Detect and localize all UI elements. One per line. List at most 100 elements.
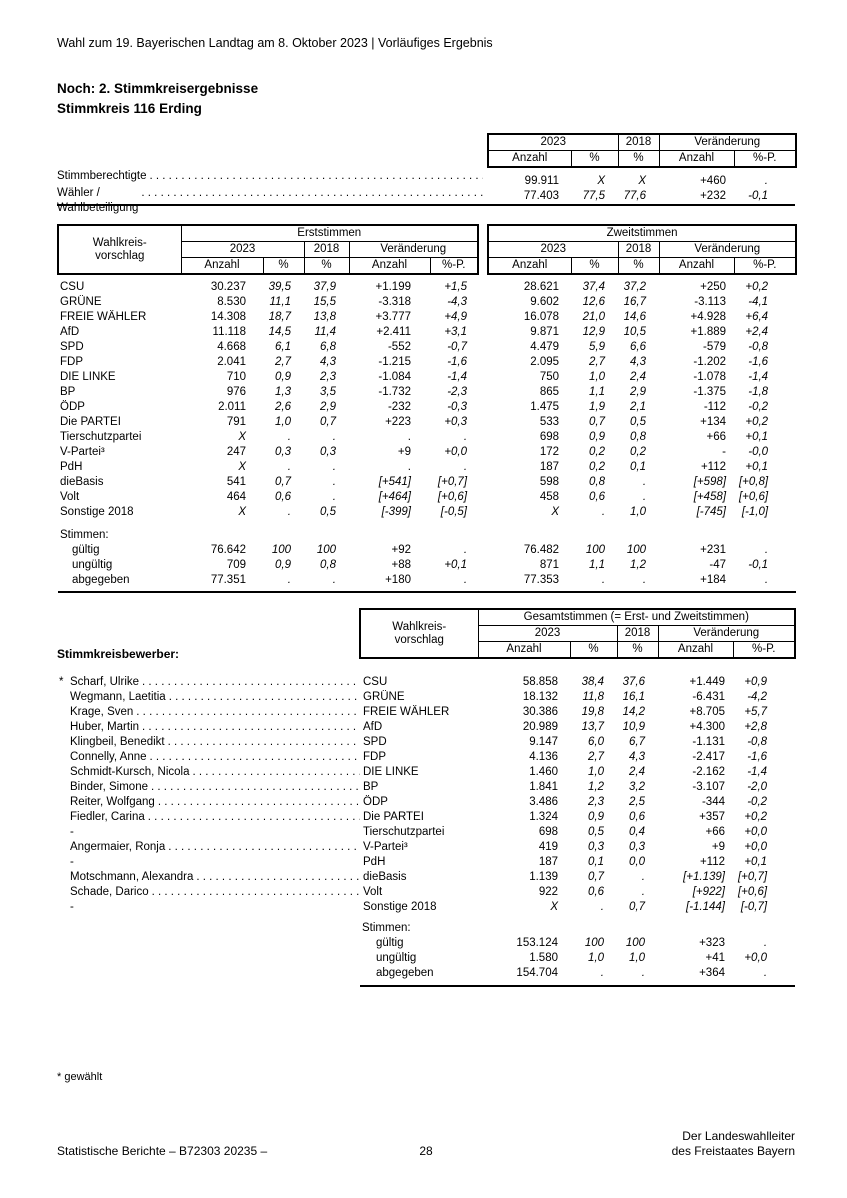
zweitstimmen-value: 1,0: [630, 506, 647, 518]
party-label: Volt: [363, 886, 383, 898]
col-header-anzahl: Anzahl: [487, 257, 572, 275]
zweitstimmen-value: 0,1: [630, 461, 647, 473]
zweitstimmen-value: [+598]: [693, 476, 727, 488]
erststimmen-value: +180: [385, 574, 411, 586]
gesamtstimmen-value: 1,0: [588, 952, 604, 964]
gesamtstimmen-value: +364: [699, 967, 725, 979]
party-label: V-Partei³: [60, 446, 105, 458]
erststimmen-value: .: [287, 506, 291, 518]
party-label: GRÜNE: [60, 296, 102, 308]
gesamtstimmen-value: -1.131: [692, 736, 725, 748]
elected-marker: [57, 825, 70, 840]
gesamtstimmen-value: +5,7: [744, 706, 768, 718]
section-label-stimmkreisbewerber: Stimmkreisbewerber:: [57, 647, 180, 661]
zweitstimmen-value: 0,2: [589, 461, 606, 473]
table-row: FDP 2.041 2,7 4,3 -1.215 -1,6 2.095 2,7 4,3 -1.20…: [58, 355, 796, 370]
value-cell: +460: [700, 175, 726, 187]
party-label: Die PARTEI: [363, 811, 424, 823]
erststimmen-value: +0,1: [444, 559, 468, 571]
candidate-name-cell: -: [70, 901, 74, 913]
erststimmen-value: 0,9: [275, 371, 291, 383]
column-gap: [478, 400, 488, 415]
candidate-name-cell: Scharf, Ulrike: [70, 675, 360, 690]
gesamtstimmen-value: 1,0: [629, 952, 645, 964]
col-header-prozent: %: [570, 257, 619, 275]
zweitstimmen-value: 0,6: [589, 491, 606, 503]
gesamtstimmen-value: 0,3: [629, 841, 645, 853]
zweitstimmen-value: +184: [700, 574, 727, 586]
erststimmen-value: [+0,6]: [437, 491, 468, 503]
erststimmen-value: 39,5: [268, 281, 291, 293]
erststimmen-value: .: [332, 476, 336, 488]
erststimmen-value: +3.777: [375, 311, 412, 323]
erststimmen-value: 0,3: [320, 446, 336, 458]
table-bottom-rule: [360, 985, 796, 1001]
erststimmen-value: -552: [387, 341, 411, 353]
gesamtstimmen-value: 9.147: [529, 736, 558, 748]
party-label: AfD: [363, 721, 383, 733]
zweitstimmen-value: 1,1: [589, 559, 606, 571]
candidate-name-cell: Klingbeil, Benedikt: [70, 735, 360, 750]
table-row: SPD 4.668 6,1 6,8 -552 -0,7 4.479 5,9 6,6 -579 -0,…: [58, 340, 796, 355]
gesamtstimmen-value: 100: [584, 937, 604, 949]
zweitstimmen-value: .: [642, 491, 647, 503]
gesamtstimmen-value: 2,5: [629, 796, 645, 808]
gesamtstimmen-value: 1.841: [529, 781, 558, 793]
party-label: FREIE WÄHLER: [60, 311, 147, 323]
gesamtstimmen-value: 1.324: [529, 811, 558, 823]
gesamtstimmen-value: +0,1: [744, 856, 768, 868]
value-cell: 77,5: [582, 190, 605, 202]
table-row: abgegeben 154.704.. +364.: [57, 966, 795, 981]
table-cell: [57, 986, 70, 1001]
gesamtstimmen-value: 0,6: [588, 886, 604, 898]
table-row: 77.403 77,5 77,6 +232 -0,1: [488, 189, 796, 204]
header-spacer: [57, 609, 360, 658]
erststimmen-value: 76.642: [210, 544, 246, 556]
table-row: abgegeben 77.351.. +180. 77.353.. +184.: [58, 573, 796, 588]
zweitstimmen-value: -0,2: [748, 401, 769, 413]
erststimmen-value: 8.530: [217, 296, 246, 308]
stimmen-label: gültig: [72, 544, 100, 556]
erststimmen-value: +1.199: [375, 281, 412, 293]
party-label: DIE LINKE: [363, 766, 419, 778]
table-row: Huber, Martin AfD 20.989 13,7 10,9 +4.300 +2,8: [57, 720, 795, 735]
dot-leader: [196, 870, 360, 885]
gesamtstimmen-value: 11,8: [582, 691, 604, 703]
elected-marker: [57, 855, 70, 870]
gesamtstimmen-value: 14,2: [622, 706, 645, 718]
gesamtstimmen-value: 18.132: [522, 691, 558, 703]
candidate-name: Wegmann, Laetitia: [70, 691, 166, 703]
table-row: BP 976 1,3 3,5 -1.732 -2,3 865 1,1 2,9 -1.375 -1,8: [58, 385, 796, 400]
party-label: dieBasis: [363, 871, 407, 883]
zweitstimmen-value: -1,8: [748, 386, 769, 398]
gesamtstimmen-value: -1,6: [747, 751, 768, 763]
table-row: Schade, Darico Volt 922 0,6. [+922] [+0,6]: [57, 885, 795, 900]
column-gap: [478, 325, 488, 340]
elected-marker: [57, 870, 70, 885]
footnote-gewaehlt: * gewählt: [57, 1071, 103, 1083]
dot-leader: [151, 780, 360, 795]
erststimmen-value: 2,3: [320, 371, 336, 383]
erststimmen-value: .: [332, 574, 336, 586]
footer-series-label: Statistische Berichte – B72303 20235 –: [57, 1144, 268, 1158]
table-row: Sonstige 2018 X. 0,5 [-399] [-0,5] X. 1,0 [-745…: [58, 505, 796, 520]
elected-marker: [57, 900, 70, 915]
party-label: CSU: [363, 676, 388, 688]
table-row: Fiedler, Carina Die PARTEI 1.324 0,9 0,6 +357…: [57, 810, 795, 825]
gesamtstimmen-value: +112: [699, 856, 725, 868]
gesamtstimmen-value: +0,2: [744, 811, 768, 823]
zweitstimmen-value: 100: [626, 544, 647, 556]
veraenderung-header: Veränderung: [657, 625, 797, 642]
candidate-name: Binder, Simone: [70, 781, 148, 793]
zweitstimmen-value: [+458]: [693, 491, 727, 503]
party-label: CSU: [60, 281, 85, 293]
gesamtstimmen-value: 2,4: [629, 766, 645, 778]
zweitstimmen-value: +0,2: [745, 416, 769, 428]
zweitstimmen-value: 2,4: [630, 371, 647, 383]
party-label: ÖDP: [363, 796, 388, 808]
dot-leader: [193, 765, 360, 780]
gesamtstimmen-value: 4,3: [629, 751, 645, 763]
stimmen-heading-row: Stimmen:: [57, 921, 795, 936]
candidate-name-cell: -: [70, 856, 74, 868]
erststimmen-value: .: [332, 491, 336, 503]
